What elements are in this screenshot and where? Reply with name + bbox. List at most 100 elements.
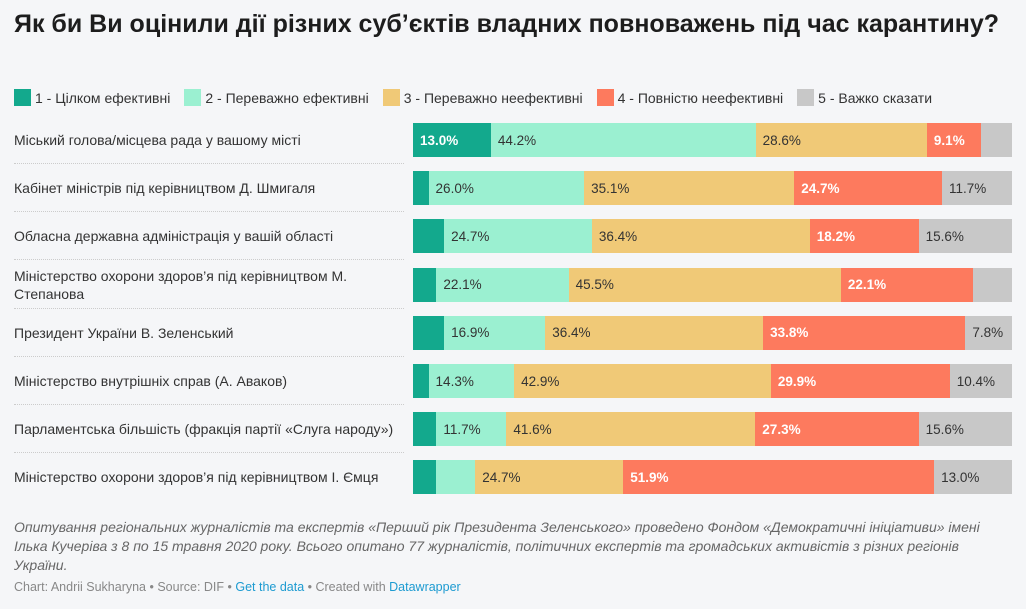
data-label: 27.3% xyxy=(762,421,801,437)
legend-item: 2 - Переважно ефективні xyxy=(184,89,369,106)
bar-segment: 18.2% xyxy=(809,219,919,254)
bar-row: Парламентська більшість (фракція партії … xyxy=(14,405,1012,454)
legend-item: 5 - Важко сказати xyxy=(797,89,932,106)
credit-line: Chart: Andrii Sukharyna • Source: DIF • … xyxy=(14,580,461,594)
bar-segment: 24.7% xyxy=(794,171,942,206)
bar-segment: 15.6% xyxy=(918,412,1012,447)
data-label: 9.1% xyxy=(933,132,965,148)
category-label: Міністерство охорони здоров’я під керівн… xyxy=(14,469,379,486)
legend: 1 - Цілком ефективні 2 - Переважно ефекти… xyxy=(14,89,946,106)
bar-segment xyxy=(413,267,437,302)
bar-segment: 14.3% xyxy=(428,364,515,398)
bar-segment: 29.9% xyxy=(770,364,950,398)
stacked-bar: 24.7% 36.4% 18.2% 15.6% xyxy=(413,219,1012,254)
data-label: 28.6% xyxy=(762,132,801,148)
legend-label: 3 - Переважно неефективні xyxy=(403,89,583,106)
category-label: Президент України В. Зеленський xyxy=(14,324,234,341)
data-label: 24.7% xyxy=(801,180,840,196)
bar-segment: 36.4% xyxy=(591,219,810,254)
category-label: Парламентська більшість (фракція партії … xyxy=(14,421,394,438)
row-divider xyxy=(14,404,404,405)
get-data-link[interactable]: Get the data xyxy=(235,580,305,594)
bar-segment xyxy=(436,460,476,495)
data-label: 13.0% xyxy=(420,132,459,148)
legend-swatch xyxy=(797,89,815,106)
data-label: 18.2% xyxy=(816,228,856,244)
stacked-bar: 14.3% 42.9% 29.9% 10.4% xyxy=(413,364,1012,398)
bar-segment: 41.6% xyxy=(506,412,756,447)
bar-segment: 24.7% xyxy=(444,219,592,254)
data-label: 42.9% xyxy=(521,373,560,389)
data-label: 16.9% xyxy=(451,325,490,341)
bar-segment: 33.8% xyxy=(763,315,966,350)
bar-row: Обласна державна адміністрація у вашій о… xyxy=(14,212,1012,261)
stacked-bar: 13.0% 44.2% 28.6% 9.1% xyxy=(413,123,1012,157)
bar-row: Міністерство внутрішніх справ (А. Аваков… xyxy=(14,357,1012,405)
data-label: 11.7% xyxy=(948,180,987,196)
credit-mid: • Created with xyxy=(304,580,390,594)
bar-segment: 13.0% xyxy=(413,123,491,157)
data-label: 45.5% xyxy=(575,277,614,293)
legend-label: 1 - Цілком ефективні xyxy=(35,89,171,106)
bar-segment: 35.1% xyxy=(584,171,795,206)
legend-item: 1 - Цілком ефективні xyxy=(14,89,170,106)
bar-row: Міністерство охорони здоров’я під керівн… xyxy=(14,261,1013,309)
legend-swatch xyxy=(382,89,400,106)
bar-segment: 15.6% xyxy=(918,219,1012,254)
row-divider xyxy=(14,307,404,309)
bar-segment xyxy=(413,364,429,398)
bar-segment: 22.1% xyxy=(436,267,569,302)
row-divider xyxy=(14,452,404,454)
data-label: 22.1% xyxy=(847,277,887,293)
row-divider xyxy=(14,211,404,213)
row-divider xyxy=(14,163,404,164)
data-label: 15.6% xyxy=(925,228,964,244)
bar-row: Міністерство охорони здоров’я під керівн… xyxy=(14,453,1012,501)
row-divider xyxy=(14,355,404,357)
bar-segment: 26.0% xyxy=(428,171,585,206)
row-divider xyxy=(14,259,404,261)
data-label: 35.1% xyxy=(591,180,630,196)
datawrapper-link[interactable]: Datawrapper xyxy=(389,580,461,594)
bar-segment: 11.7% xyxy=(436,412,507,447)
bar-segment xyxy=(413,412,437,447)
data-label: 26.0% xyxy=(435,180,474,196)
bar-segment: 9.1% xyxy=(926,123,982,157)
bar-segment: 10.4% xyxy=(949,364,1012,398)
bar-segment xyxy=(413,171,429,206)
legend-label: 2 - Переважно ефективні xyxy=(205,89,369,106)
legend-label: 4 - Повністю неефективні xyxy=(617,89,784,106)
bar-segment: 13.0% xyxy=(934,460,1012,495)
data-label: 15.6% xyxy=(925,421,964,437)
legend-item: 3 - Переважно неефективні xyxy=(382,89,583,106)
credit-prefix: Chart: Andrii Sukharyna • Source: DIF • xyxy=(14,580,236,594)
data-label: 41.6% xyxy=(513,421,552,437)
category-label: Міністерство охорони здоров’я під керівн… xyxy=(14,267,348,302)
data-label: 24.7% xyxy=(451,228,490,244)
bar-segment xyxy=(413,219,445,254)
bar-segment xyxy=(973,267,1013,302)
category-label: Міський голова/місцева рада у вашому міс… xyxy=(14,132,301,148)
bar-row: Президент України В. Зеленський 16.9% 36.4… xyxy=(14,309,1012,357)
category-label: Міністерство внутрішніх справ (А. Аваков… xyxy=(14,373,288,389)
stacked-bar: 26.0% 35.1% 24.7% 11.7% xyxy=(413,171,1012,206)
stacked-bar: 11.7% 41.6% 27.3% 15.6% xyxy=(413,412,1012,447)
data-label: 13.0% xyxy=(941,469,980,485)
legend-swatch xyxy=(184,89,202,106)
bar-segment xyxy=(413,315,445,350)
bar-segment: 24.7% xyxy=(475,460,624,495)
bar-segment: 27.3% xyxy=(755,412,919,447)
chart-note: Опитування регіональних журналістів та е… xyxy=(14,519,980,573)
category-label: Кабінет міністрів під керівництвом Д. Шм… xyxy=(14,180,316,197)
bar-row: Кабінет міністрів під керівництвом Д. Шм… xyxy=(14,164,1012,213)
data-label: 11.7% xyxy=(443,421,481,437)
data-label: 10.4% xyxy=(956,373,996,389)
data-label: 36.4% xyxy=(552,325,591,341)
data-label: 29.9% xyxy=(777,373,817,389)
chart-title: Як би Ви оцінили дії різних суб’єктів вл… xyxy=(14,10,1000,38)
data-label: 14.3% xyxy=(435,373,474,389)
bar-segment: 45.5% xyxy=(568,267,841,302)
stacked-bar: 16.9% 36.4% 33.8% 7.8% xyxy=(413,315,1012,350)
data-label: 24.7% xyxy=(482,469,521,485)
bar-segment: 36.4% xyxy=(545,315,764,350)
